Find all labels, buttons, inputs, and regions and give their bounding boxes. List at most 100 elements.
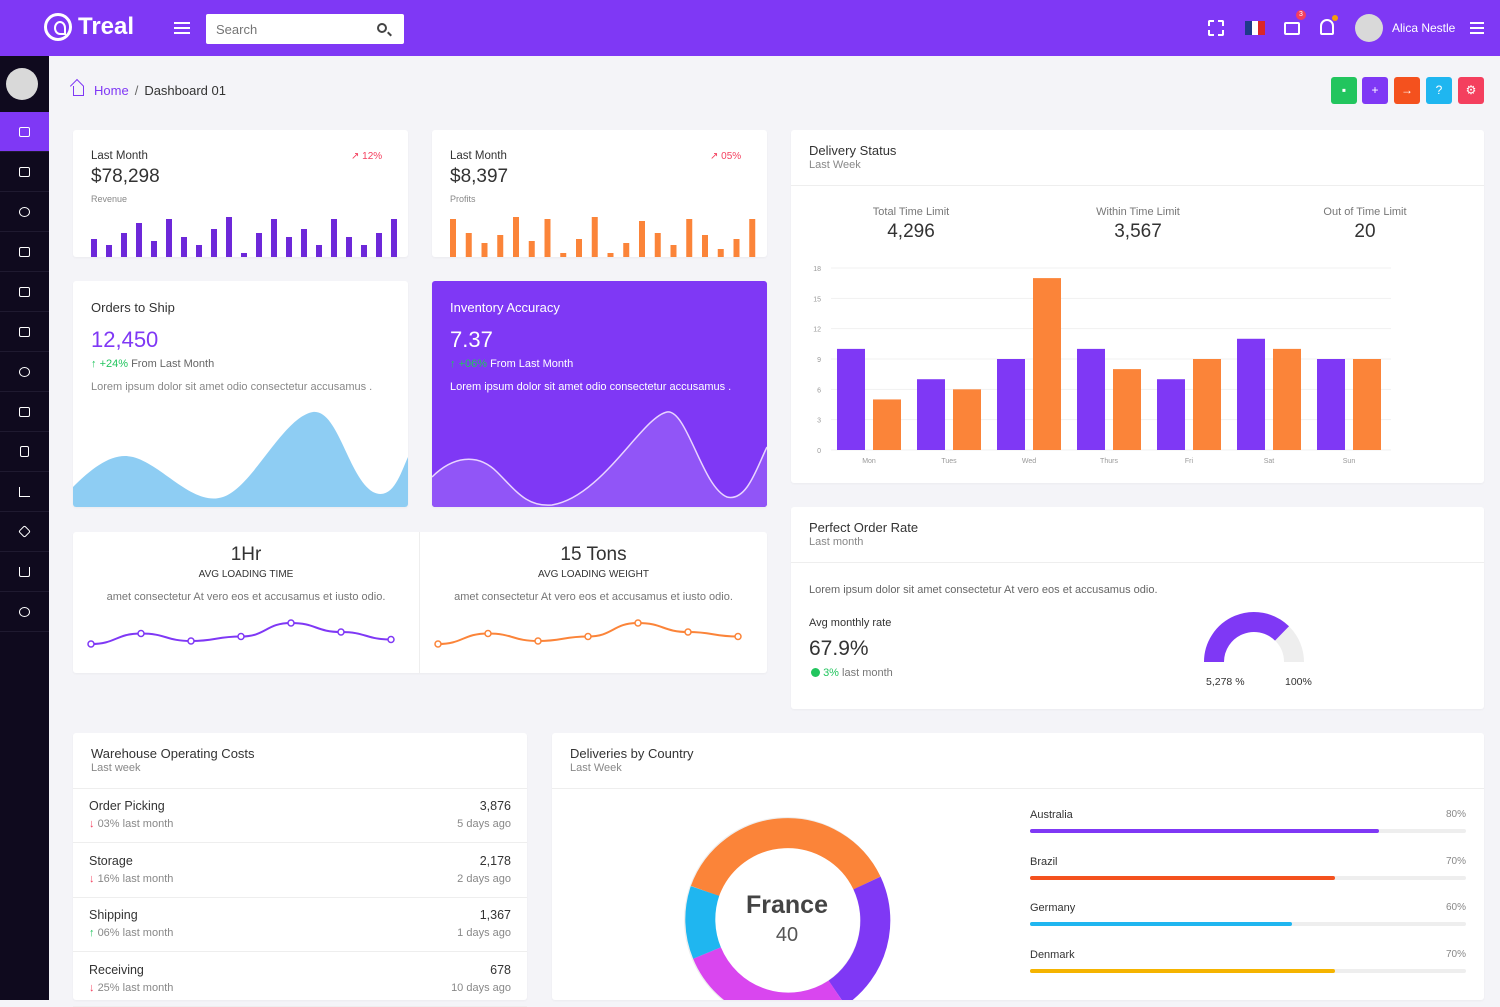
sidebar-item-layout[interactable]	[0, 392, 49, 432]
row-name: Order Picking	[89, 799, 165, 813]
up-circle-icon	[811, 668, 820, 677]
loading-weight-label: AVG LOADING WEIGHT	[538, 569, 649, 580]
sidebar-item-file[interactable]	[0, 432, 49, 472]
breadcrumb-home-link[interactable]: Home	[94, 83, 129, 98]
perfect-order-change-row: 3% last month	[811, 667, 893, 679]
orders-text: Lorem ipsum dolor sit amet odio consecte…	[91, 381, 373, 393]
mini-bar	[316, 245, 322, 257]
mail-badge: 3	[1296, 10, 1306, 20]
mini-bar	[211, 229, 217, 257]
sidebar-item-emoji[interactable]	[0, 352, 49, 392]
orders-change-row: ↑ +24% From Last Month	[91, 358, 214, 370]
delivery-status-title: Delivery Status	[809, 143, 897, 158]
mini-bar	[670, 245, 677, 257]
box-icon	[19, 246, 30, 257]
donut-center-label: France	[746, 891, 828, 919]
row-value: 2,178	[479, 853, 511, 868]
y-tick-label: 15	[813, 296, 821, 303]
deliveries-country-title: Deliveries by Country	[570, 746, 694, 761]
loading-weight-text: amet consectetur At vero eos et accusamu…	[454, 591, 733, 603]
brand-logo[interactable]: Treal	[44, 13, 134, 41]
help-action-button[interactable]: ?	[1426, 77, 1452, 104]
mini-bar	[121, 233, 127, 257]
sidebar-item-compass[interactable]	[0, 592, 49, 632]
row-change: ↓ 03% last month	[89, 818, 174, 830]
table-row[interactable]: Storage ↓ 16% last month 2,178 2 days ag…	[73, 844, 527, 898]
mini-bar	[497, 235, 504, 257]
delivery-bar	[1273, 348, 1301, 450]
y-tick-label: 6	[817, 387, 821, 394]
france-flag-icon[interactable]	[1245, 21, 1266, 35]
layout-icon	[19, 406, 30, 417]
line-point	[484, 629, 492, 638]
table-row[interactable]: Shipping ↑ 06% last month 1,367 1 days a…	[73, 898, 527, 952]
y-tick-label: 0	[817, 448, 821, 455]
settings-action-button[interactable]: ⚙	[1458, 77, 1484, 104]
country-progress-item: Australia 80%	[1030, 809, 1466, 839]
sidebar-item-dashboard[interactable]	[0, 112, 49, 152]
fullscreen-icon[interactable]	[1208, 20, 1224, 36]
y-tick-label: 9	[817, 357, 821, 364]
profit-trend-value: 05%	[721, 151, 742, 162]
sidebar-item-apps[interactable]	[0, 152, 49, 192]
avg-monthly-label: Avg monthly rate	[809, 617, 892, 629]
line-point	[237, 632, 245, 641]
gauge-right-label: 100%	[1285, 676, 1312, 688]
line-point	[584, 632, 592, 641]
inventory-title: Inventory Accuracy	[450, 300, 560, 315]
x-tick-label: Thurs	[1100, 458, 1118, 465]
table-row[interactable]: Order Picking ↓ 03% last month 3,876 5 d…	[73, 789, 527, 843]
country-percent: 70%	[1445, 948, 1466, 960]
revenue-sub: Revenue	[91, 194, 128, 204]
sidebar-item-package[interactable]	[0, 232, 49, 272]
mail-icon	[19, 326, 30, 337]
user-avatar[interactable]	[1355, 14, 1383, 42]
right-menu-icon[interactable]	[1470, 22, 1484, 34]
bell-icon[interactable]	[1320, 19, 1334, 35]
sidebar-item-charts[interactable]	[0, 472, 49, 512]
sidebar-avatar[interactable]	[6, 68, 38, 100]
row-value: 678	[490, 962, 511, 977]
delivery-status-subtitle: Last Week	[809, 159, 861, 171]
table-row[interactable]: Receiving ↓ 25% last month 678 10 days a…	[73, 953, 527, 1007]
monitor-icon	[19, 126, 30, 137]
delivery-status-card: Delivery Status Last Week Total Time Lim…	[791, 130, 1484, 483]
arrow-down-icon: ↓	[89, 818, 98, 830]
add-action-button[interactable]: +	[1362, 77, 1388, 104]
orders-area-chart	[73, 411, 408, 507]
row-time: 2 days ago	[457, 872, 511, 885]
delivery-bar	[1113, 369, 1141, 450]
mail-icon[interactable]	[1284, 22, 1300, 35]
inventory-change-label: From Last Month	[490, 358, 574, 370]
user-name[interactable]: Alica Nestle	[1392, 21, 1456, 35]
mini-bar	[733, 239, 740, 257]
chart-action-button[interactable]: ▪	[1331, 77, 1357, 104]
profit-card: Last Month $8,397 Profits ↗ 05%	[432, 130, 767, 257]
country-donut-chart	[684, 817, 891, 1000]
sidebar-item-mail[interactable]	[0, 312, 49, 352]
mini-bar	[376, 233, 382, 257]
mini-bar	[481, 243, 488, 257]
login-action-button[interactable]: →	[1394, 77, 1420, 104]
mini-bar	[654, 233, 661, 257]
delivery-bar	[953, 389, 981, 450]
mini-bar	[591, 217, 598, 257]
revenue-label: Last Month	[91, 150, 148, 162]
delivery-bar	[873, 399, 901, 450]
sidebar-item-cart[interactable]	[0, 552, 49, 592]
loading-weight-value: 15 Tons	[560, 544, 627, 565]
warehouse-title: Warehouse Operating Costs	[91, 746, 255, 761]
mini-bar	[465, 233, 472, 257]
sidebar-item-map[interactable]	[0, 272, 49, 312]
progress-track	[1030, 922, 1466, 926]
search-icon[interactable]	[377, 23, 387, 33]
delivery-stat-label: Out of Time Limit	[1323, 206, 1407, 218]
sidebar-item-support[interactable]	[0, 192, 49, 232]
sidebar-item-layers[interactable]	[0, 512, 49, 552]
line-point	[734, 632, 742, 641]
menu-toggle-icon[interactable]	[174, 22, 190, 34]
mini-bar	[717, 249, 724, 257]
search-input[interactable]	[206, 14, 404, 44]
mini-bar	[241, 253, 247, 257]
row-name: Storage	[89, 853, 133, 868]
